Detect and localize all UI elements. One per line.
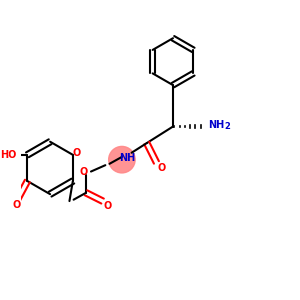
Text: O: O [104, 201, 112, 211]
Text: O: O [72, 148, 80, 158]
Text: 2: 2 [224, 122, 230, 131]
Text: NH: NH [119, 153, 136, 163]
Text: O: O [158, 163, 166, 173]
Circle shape [109, 146, 135, 173]
Text: O: O [12, 200, 20, 210]
Text: O: O [80, 167, 88, 176]
Text: NH: NH [208, 120, 224, 130]
Text: HO: HO [0, 150, 16, 160]
